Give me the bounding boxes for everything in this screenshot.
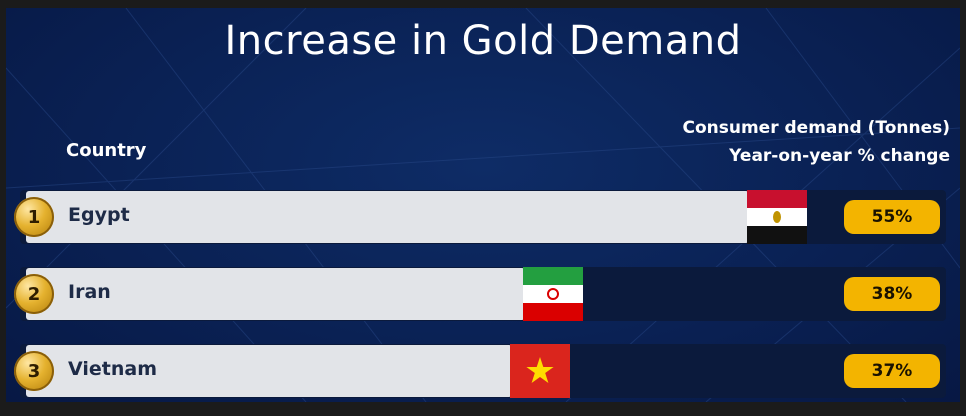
rank-badge: 1 xyxy=(14,197,54,237)
value-label: 38% xyxy=(844,277,940,311)
bar-egypt xyxy=(26,191,749,243)
value-label: 37% xyxy=(844,354,940,388)
category-label: Egypt xyxy=(68,204,130,226)
rank-badge: 2 xyxy=(14,274,54,314)
rank-badge: 3 xyxy=(14,351,54,391)
bar-vietnam xyxy=(26,345,513,397)
value-header-line2: Year-on-year % change xyxy=(729,146,950,166)
country-column-header: Country xyxy=(66,140,147,161)
chart-canvas: Increase in Gold Demand Country Consumer… xyxy=(6,8,960,402)
bar-area: 1 Egypt 55% 2 Iran 38% 3 Vietnam 37% xyxy=(6,8,960,402)
egypt-flag-icon xyxy=(746,190,807,244)
vietnam-flag-icon xyxy=(510,344,571,398)
category-label: Iran xyxy=(68,281,111,303)
value-label: 55% xyxy=(844,200,940,234)
category-label: Vietnam xyxy=(68,358,157,380)
chart-title: Increase in Gold Demand xyxy=(224,18,742,64)
iran-flag-icon xyxy=(523,267,584,321)
value-column-header: Consumer demand (Tonnes) Year-on-year % … xyxy=(682,114,950,170)
value-header-line1: Consumer demand (Tonnes) xyxy=(682,118,950,138)
bar-iran xyxy=(26,268,526,320)
